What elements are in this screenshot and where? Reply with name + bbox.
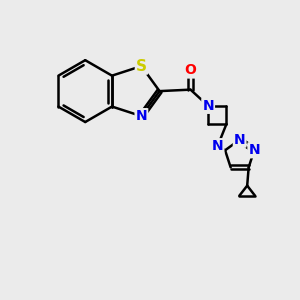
Text: S: S <box>136 58 147 74</box>
Text: N: N <box>248 143 260 157</box>
Text: N: N <box>234 133 245 147</box>
Text: N: N <box>136 109 147 123</box>
Text: N: N <box>212 139 224 153</box>
Text: O: O <box>184 64 196 77</box>
Text: N: N <box>202 99 214 113</box>
